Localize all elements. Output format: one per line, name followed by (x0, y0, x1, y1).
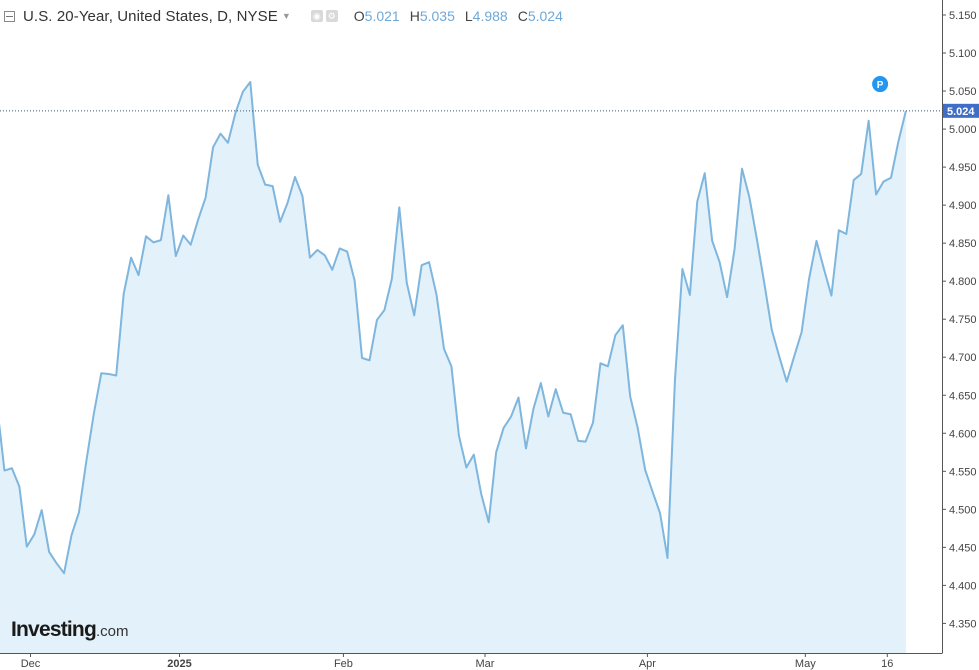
y-tick-label: 4.500 (949, 504, 977, 516)
y-tick-label: 4.850 (949, 238, 977, 250)
logo-suffix: .com (95, 623, 129, 640)
open-value: 5.021 (364, 8, 400, 24)
eye-icon[interactable]: ◉ (310, 10, 323, 22)
y-tick-label: 4.800 (949, 276, 977, 288)
x-tick-label: 2025 (167, 658, 191, 670)
p-marker-icon (872, 76, 889, 93)
logo-main: Investing (11, 618, 97, 641)
y-tick-label: 4.400 (949, 580, 977, 592)
area-fill (0, 81, 906, 653)
last-price-label-bg (943, 103, 979, 118)
p-marker-label: P (877, 80, 884, 91)
x-tick-label: May (795, 658, 816, 670)
y-tick-label: 4.700 (949, 352, 977, 364)
y-tick-label: 4.450 (949, 542, 977, 554)
settings-icon[interactable]: ⚙ (325, 10, 338, 22)
investing-logo: Investing.com (11, 618, 129, 642)
x-tick-label: Apr (639, 658, 656, 670)
last-price-label: 5.024 (947, 106, 975, 118)
y-tick-label: 5.050 (949, 86, 977, 98)
y-tick-label: 4.650 (949, 390, 977, 402)
low-key: L (464, 8, 473, 24)
y-tick-label: 4.350 (949, 618, 977, 630)
ohlc-readout: O5.021 H5.035 L4.988 C5.024 (354, 8, 563, 24)
y-tick-label: 4.950 (949, 162, 977, 174)
series-line (0, 80, 907, 575)
x-tick-label: Feb (334, 658, 353, 670)
open-key: O (353, 8, 365, 24)
x-tick-label: 16 (881, 658, 893, 670)
chart-header: U.S. 20-Year, United States, D, NYSE ▼ ◉… (4, 5, 563, 27)
y-tick-label: 5.000 (949, 124, 977, 136)
close-value: 5.024 (527, 8, 563, 24)
chevron-down-icon[interactable]: ▼ (281, 11, 291, 21)
y-tick-label: 4.750 (949, 314, 977, 326)
y-tick-label: 5.150 (949, 10, 977, 22)
x-tick-label: Dec (21, 658, 41, 670)
y-tick-label: 4.550 (949, 466, 977, 478)
low-value: 4.988 (472, 8, 508, 24)
y-tick-label: 4.900 (949, 200, 977, 212)
symbol-title: U.S. 20-Year, United States, D, NYSE (23, 7, 278, 25)
collapse-icon[interactable] (4, 10, 15, 22)
y-tick-label: 5.100 (949, 48, 977, 60)
x-tick-label: Mar (475, 658, 494, 670)
high-key: H (409, 8, 420, 24)
y-tick-label: 4.600 (949, 428, 977, 440)
high-value: 5.035 (419, 8, 455, 24)
close-key: C (517, 8, 528, 24)
